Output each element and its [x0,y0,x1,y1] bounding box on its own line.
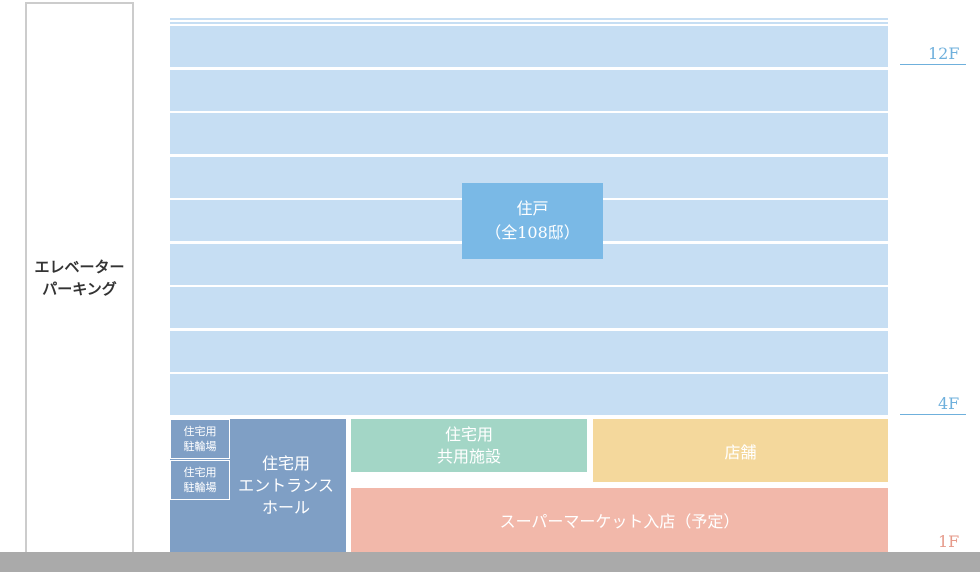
floor-label: 4F [938,394,960,413]
shop: 店舗 [593,419,888,482]
floor-label: 1F [938,532,960,551]
floor-band [170,70,888,111]
label: 住宅用 [444,424,493,444]
roof-line [170,22,888,24]
label: 住宅用 [183,425,217,438]
label: エントランス [238,475,334,495]
supermarket: スーパーマーケット入店（予定） [351,488,888,552]
floor-band [170,113,888,154]
label: 住宅用 [261,453,310,473]
label: エレベーター [34,258,125,276]
elevator-parking: エレベーター パーキング [25,2,134,554]
label: ホール [261,497,310,517]
label: スーパーマーケット入店（予定） [499,512,740,531]
bicycle-parking: 住宅用 駐輪場 [170,460,230,500]
floor-line [900,414,966,415]
common-facility: 住宅用 共用施設 [351,419,587,472]
floor-band [170,26,888,67]
subtitle: （全108邸） [485,223,580,242]
floor-band [170,374,888,415]
floor-band [170,331,888,372]
label: 店舗 [724,442,757,462]
label: パーキング [42,280,117,298]
floor-label: 12F [928,44,960,63]
floor-line [900,64,966,65]
label: 住宅用 [183,466,217,479]
label: 共用施設 [436,446,501,466]
label: 駐輪場 [183,440,217,453]
label: 駐輪場 [183,481,217,494]
title: 住戸 [516,199,549,218]
roof-line [170,18,888,20]
floor-band [170,287,888,328]
ground [0,552,980,572]
residences-label: 住戸 （全108邸） [462,183,603,259]
bicycle-parking: 住宅用 駐輪場 [170,419,230,459]
